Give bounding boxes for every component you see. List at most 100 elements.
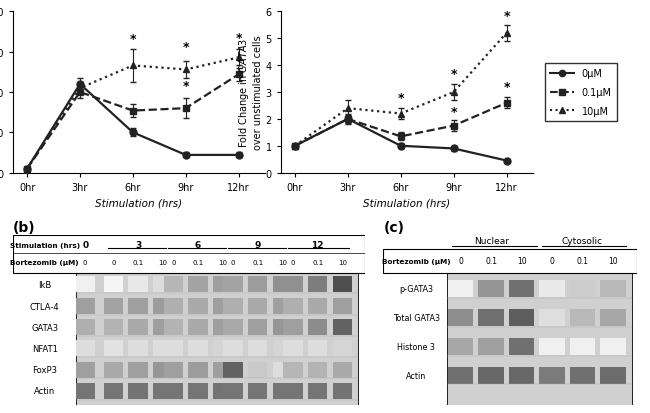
FancyBboxPatch shape <box>75 362 95 378</box>
X-axis label: Stimulation (hrs): Stimulation (hrs) <box>363 198 450 208</box>
FancyBboxPatch shape <box>333 341 352 356</box>
Text: FoxP3: FoxP3 <box>32 365 57 374</box>
Text: 0.1: 0.1 <box>133 259 144 265</box>
Text: *: * <box>183 80 189 93</box>
FancyBboxPatch shape <box>153 276 172 292</box>
Text: Cytosolic: Cytosolic <box>562 237 603 245</box>
FancyBboxPatch shape <box>570 280 595 297</box>
Text: 0: 0 <box>550 257 554 266</box>
FancyBboxPatch shape <box>448 309 473 326</box>
Text: *: * <box>183 41 189 54</box>
FancyBboxPatch shape <box>104 298 123 314</box>
Text: Actin: Actin <box>406 371 426 380</box>
FancyBboxPatch shape <box>308 276 328 292</box>
FancyBboxPatch shape <box>273 276 292 292</box>
X-axis label: Stimulation (hrs): Stimulation (hrs) <box>96 198 183 208</box>
Text: 10: 10 <box>338 259 347 265</box>
FancyBboxPatch shape <box>75 320 95 335</box>
FancyBboxPatch shape <box>188 383 207 399</box>
FancyBboxPatch shape <box>75 341 95 356</box>
Text: 0.1: 0.1 <box>312 259 323 265</box>
Text: 3: 3 <box>135 241 141 249</box>
FancyBboxPatch shape <box>570 309 595 326</box>
Text: 0: 0 <box>231 259 235 265</box>
FancyBboxPatch shape <box>248 320 268 335</box>
FancyBboxPatch shape <box>213 320 232 335</box>
Text: *: * <box>129 33 136 46</box>
FancyBboxPatch shape <box>128 298 148 314</box>
Text: Stimulation (hrs): Stimulation (hrs) <box>10 242 80 248</box>
Text: Total GATA3: Total GATA3 <box>393 313 440 322</box>
FancyBboxPatch shape <box>273 383 292 399</box>
FancyBboxPatch shape <box>104 362 123 378</box>
FancyBboxPatch shape <box>333 362 352 378</box>
FancyBboxPatch shape <box>13 236 365 273</box>
FancyBboxPatch shape <box>448 280 473 297</box>
FancyBboxPatch shape <box>283 341 303 356</box>
FancyBboxPatch shape <box>509 338 534 355</box>
FancyBboxPatch shape <box>540 280 565 297</box>
Text: *: * <box>503 81 510 94</box>
FancyBboxPatch shape <box>308 362 328 378</box>
Text: Nuclear: Nuclear <box>474 237 509 245</box>
FancyBboxPatch shape <box>213 362 232 378</box>
FancyBboxPatch shape <box>164 320 183 335</box>
FancyBboxPatch shape <box>600 338 625 355</box>
Text: 10: 10 <box>608 257 618 266</box>
FancyBboxPatch shape <box>104 276 123 292</box>
FancyBboxPatch shape <box>153 341 172 356</box>
FancyBboxPatch shape <box>213 298 232 314</box>
Text: 0: 0 <box>171 259 176 265</box>
Legend: 0μM, 0.1μM, 10μM: 0μM, 0.1μM, 10μM <box>545 64 617 121</box>
FancyBboxPatch shape <box>273 362 292 378</box>
Text: 10: 10 <box>158 259 167 265</box>
FancyBboxPatch shape <box>164 341 183 356</box>
FancyBboxPatch shape <box>188 320 207 335</box>
Text: *: * <box>398 92 404 105</box>
FancyBboxPatch shape <box>308 298 328 314</box>
Y-axis label: Fold Change in $\mathit{GATA3}$
over unstimulated cells: Fold Change in $\mathit{GATA3}$ over uns… <box>237 36 263 150</box>
Text: Actin: Actin <box>34 386 55 395</box>
FancyBboxPatch shape <box>570 338 595 355</box>
FancyBboxPatch shape <box>188 298 207 314</box>
FancyBboxPatch shape <box>273 298 292 314</box>
FancyBboxPatch shape <box>224 362 243 378</box>
FancyBboxPatch shape <box>478 367 504 384</box>
FancyBboxPatch shape <box>104 341 123 356</box>
FancyBboxPatch shape <box>540 309 565 326</box>
Text: p-GATA3: p-GATA3 <box>399 285 434 294</box>
FancyBboxPatch shape <box>283 362 303 378</box>
FancyBboxPatch shape <box>333 383 352 399</box>
Text: *: * <box>235 31 242 45</box>
Text: 10: 10 <box>218 259 227 265</box>
FancyBboxPatch shape <box>164 383 183 399</box>
FancyBboxPatch shape <box>213 276 232 292</box>
FancyBboxPatch shape <box>308 383 328 399</box>
FancyBboxPatch shape <box>75 383 95 399</box>
FancyBboxPatch shape <box>128 320 148 335</box>
FancyBboxPatch shape <box>75 298 95 314</box>
FancyBboxPatch shape <box>333 298 352 314</box>
FancyBboxPatch shape <box>540 367 565 384</box>
FancyBboxPatch shape <box>478 338 504 355</box>
FancyBboxPatch shape <box>248 341 268 356</box>
FancyBboxPatch shape <box>447 273 632 405</box>
Text: 10: 10 <box>278 259 287 265</box>
FancyBboxPatch shape <box>273 341 292 356</box>
FancyBboxPatch shape <box>128 362 148 378</box>
Text: 0: 0 <box>111 259 116 265</box>
FancyBboxPatch shape <box>224 383 243 399</box>
Text: 6: 6 <box>195 241 201 249</box>
FancyBboxPatch shape <box>509 367 534 384</box>
FancyBboxPatch shape <box>248 383 268 399</box>
FancyBboxPatch shape <box>104 383 123 399</box>
Text: 12: 12 <box>311 241 324 249</box>
FancyBboxPatch shape <box>384 249 637 273</box>
FancyBboxPatch shape <box>188 276 207 292</box>
FancyBboxPatch shape <box>333 276 352 292</box>
FancyBboxPatch shape <box>248 298 268 314</box>
Text: 0.1: 0.1 <box>192 259 203 265</box>
FancyBboxPatch shape <box>213 383 232 399</box>
FancyBboxPatch shape <box>333 320 352 335</box>
Text: 0.1: 0.1 <box>252 259 263 265</box>
